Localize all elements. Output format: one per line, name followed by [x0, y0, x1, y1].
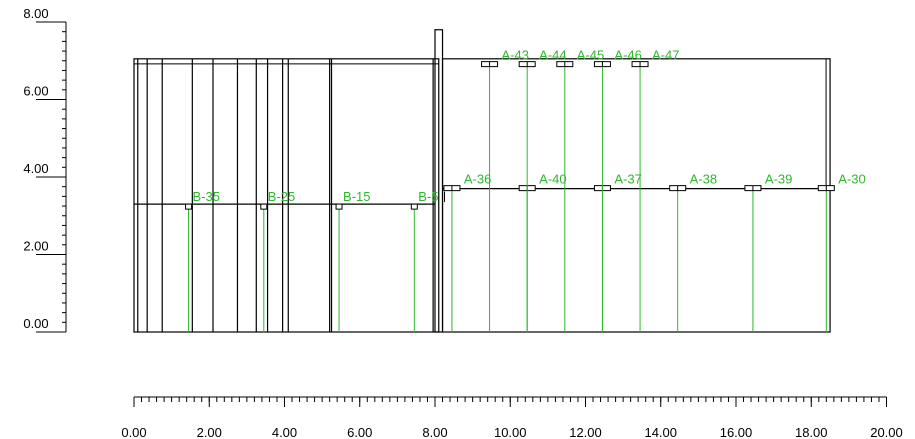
marker-a-44: A-44 — [518, 48, 567, 332]
left-axis-tick-label: 6.00 — [23, 84, 48, 99]
marker-a-39: A-39 — [744, 172, 792, 332]
marker-b-5: B-5 — [410, 189, 439, 332]
marker-box — [335, 203, 343, 210]
bottom-axis-tick-label: 2.00 — [197, 425, 222, 439]
marker-box — [185, 203, 193, 210]
marker-a-38: A-38 — [669, 172, 717, 332]
bottom-axis-tick-label: 12.00 — [569, 425, 602, 439]
marker-label: A-43 — [502, 48, 529, 63]
marker-label: A-47 — [652, 48, 679, 63]
marker-label: B-15 — [343, 189, 370, 204]
bottom-axis-tick-label: 0.00 — [121, 425, 146, 439]
marker-a-43: A-43 — [481, 48, 529, 332]
marker-a-36: A-36 — [443, 172, 491, 332]
marker-b-25: B-25 — [260, 189, 295, 332]
marker-a-30: A-30 — [817, 172, 866, 332]
bottom-axis-tick-label: 14.00 — [644, 425, 677, 439]
marker-label: B-5 — [418, 189, 438, 204]
markers-layer: B-35 B-25 B-15 B-5 A-36 A-40 A-37 A-38 A-39 A-30 A… — [185, 48, 866, 332]
marker-label: A-38 — [690, 172, 717, 187]
bottom-axis-tick-label: 20.00 — [870, 425, 903, 439]
left-block-outline — [133, 58, 440, 333]
marker-label: A-40 — [539, 172, 566, 187]
marker-label: A-45 — [577, 48, 604, 63]
marker-label: A-37 — [614, 172, 641, 187]
marker-a-45: A-45 — [556, 48, 604, 332]
bottom-axis: 0.00 2.00 4.00 6.00 8.00 10.00 12.00 14.00 16.00… — [121, 396, 903, 439]
marker-label: A-30 — [838, 172, 865, 187]
marker-label: A-39 — [765, 172, 792, 187]
marker-label: A-46 — [614, 48, 641, 63]
marker-label: A-44 — [539, 48, 566, 63]
marker-box — [410, 203, 418, 210]
marker-label: B-35 — [193, 189, 220, 204]
marker-label: B-25 — [268, 189, 295, 204]
marker-b-15: B-15 — [335, 189, 371, 332]
marker-a-40: A-40 — [518, 172, 567, 332]
bottom-axis-tick-label: 4.00 — [272, 425, 297, 439]
left-axis: 0.00 2.00 4.00 6.00 8.00 — [23, 6, 67, 333]
marker-a-47: A-47 — [631, 48, 680, 332]
right-block-outline — [441, 58, 831, 333]
marker-label: A-36 — [464, 172, 491, 187]
bottom-axis-tick-label: 10.00 — [494, 425, 527, 439]
marker-box — [260, 203, 268, 210]
left-axis-tick-label: 4.00 — [23, 161, 48, 176]
bottom-axis-tick-label: 16.00 — [720, 425, 753, 439]
marker-a-46: A-46 — [593, 48, 642, 332]
central-column — [434, 29, 444, 333]
bottom-axis-tick-label: 6.00 — [347, 425, 372, 439]
left-axis-tick-label: 0.00 — [23, 316, 48, 331]
marker-a-37: A-37 — [593, 172, 642, 332]
bottom-axis-tick-label: 8.00 — [422, 425, 447, 439]
left-axis-tick-label: 8.00 — [23, 6, 48, 21]
structure-frame — [133, 29, 831, 333]
left-axis-tick-label: 2.00 — [23, 239, 48, 254]
marker-b-35: B-35 — [185, 189, 220, 332]
bottom-axis-tick-label: 18.00 — [795, 425, 828, 439]
